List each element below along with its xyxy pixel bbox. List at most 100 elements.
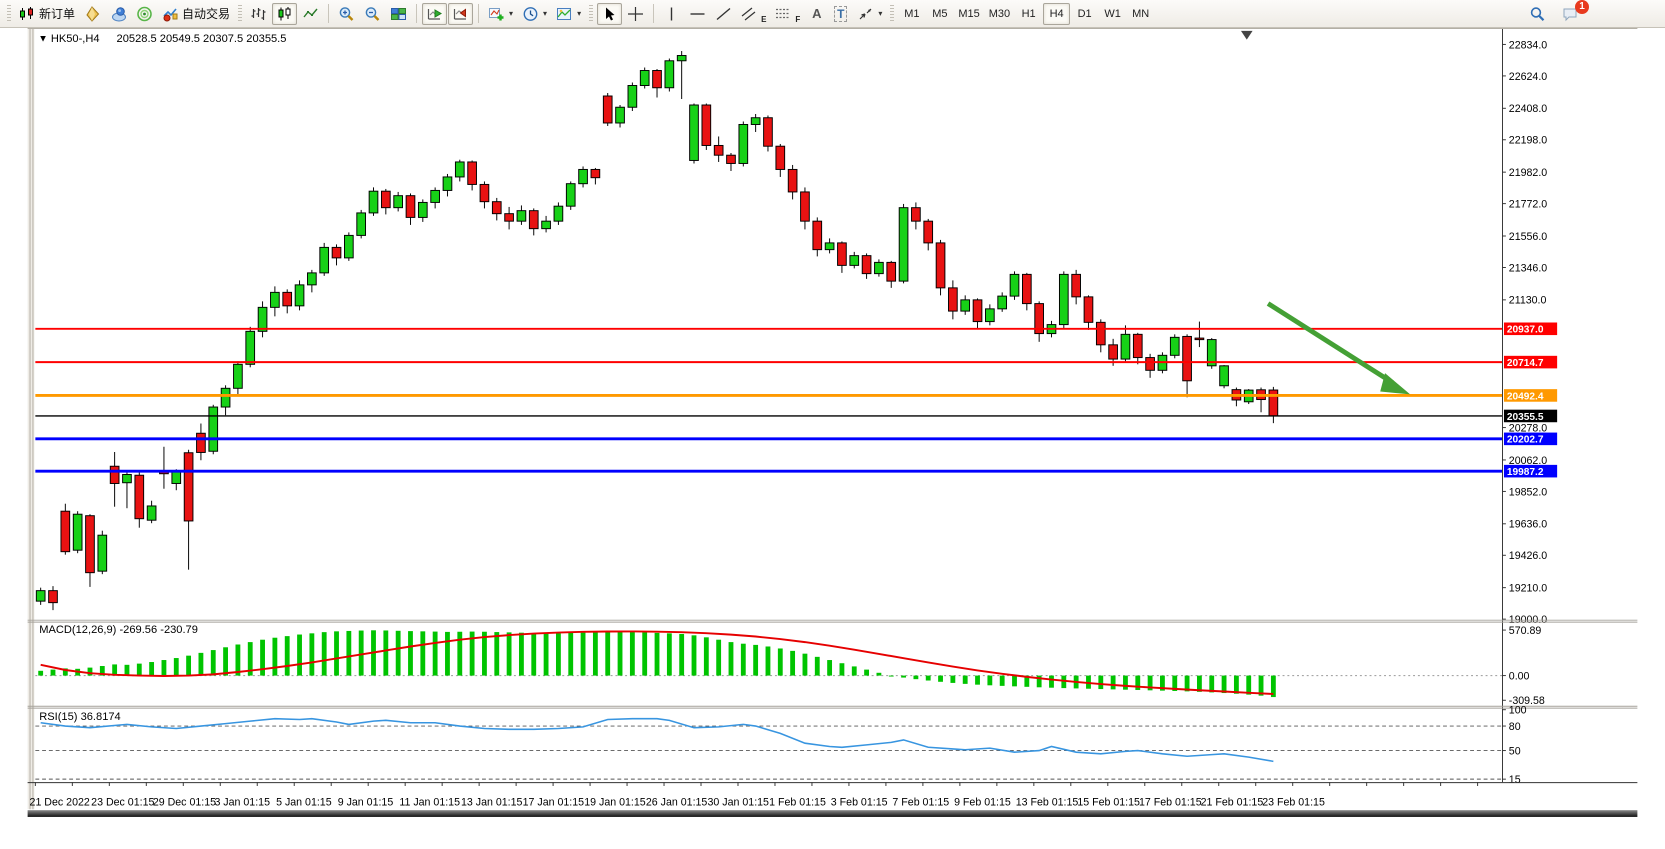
chart-canvas[interactable]: ▼ HK50-,H4 20528.5 20549.5 20307.5 20355.5… [0,28,1665,844]
bull-candle[interactable] [1219,365,1229,387]
bear-candle[interactable] [726,154,736,164]
text-label-tool-button[interactable]: T [829,3,852,25]
bull-candle[interactable] [307,272,317,286]
zoom-out-button[interactable] [360,3,385,25]
bull-candle[interactable] [689,104,699,161]
bull-candle[interactable] [270,291,280,308]
bull-candle[interactable] [750,117,761,125]
auto-scroll-button[interactable] [422,2,448,25]
bull-candle[interactable] [356,212,367,236]
bull-candle[interactable] [1058,273,1069,326]
bear-candle[interactable] [1095,321,1106,346]
community-button[interactable] [106,3,131,25]
bull-candle[interactable] [442,176,453,191]
periods-button[interactable]: ▾ [518,3,551,25]
bull-candle[interactable] [294,284,305,307]
toolbar-grip[interactable] [890,4,895,23]
bull-candle[interactable] [615,106,625,124]
bull-candle[interactable] [220,387,231,408]
bear-candle[interactable] [812,220,823,251]
market-button[interactable] [80,3,105,25]
chart-window[interactable]: ▼ HK50-,H4 20528.5 20549.5 20307.5 20355.5… [0,28,1665,844]
timeframe-H1[interactable]: H1 [1015,3,1042,25]
bear-candle[interactable] [183,452,194,522]
bear-candle[interactable] [837,242,847,266]
bear-candle[interactable] [775,145,786,170]
chart-shift-marker[interactable] [1240,30,1253,40]
bull-candle[interactable] [553,205,564,222]
bear-candle[interactable] [1071,273,1081,298]
bull-candle[interactable] [997,295,1008,310]
candlestick-series[interactable] [35,51,1279,611]
bull-candle[interactable] [849,255,860,266]
timeframe-H4[interactable]: H4 [1043,2,1071,25]
bear-candle[interactable] [491,201,502,215]
horizontal-line-tool-button[interactable] [685,3,710,25]
arrows-caret-icon[interactable]: ▾ [878,9,883,18]
bull-candle[interactable] [516,210,527,222]
bull-candle[interactable] [72,513,83,551]
bull-candle[interactable] [627,85,638,108]
toolbar-grip[interactable] [7,4,11,23]
bull-candle[interactable] [985,308,995,323]
line-chart-button[interactable] [298,3,323,25]
bear-candle[interactable] [134,474,145,520]
bear-candle[interactable] [911,207,921,222]
bear-candle[interactable] [60,510,71,553]
search-button[interactable] [1525,3,1550,25]
bull-candle[interactable] [639,70,650,86]
candlestick-chart-button[interactable] [272,2,298,25]
bear-candle[interactable] [1132,333,1143,359]
bull-candle[interactable] [368,190,379,214]
bear-candle[interactable] [48,590,58,604]
bull-candle[interactable] [1206,339,1217,367]
bull-candle[interactable] [344,234,354,259]
timeframe-M15[interactable]: M15 [954,3,983,25]
bull-candle[interactable] [565,183,576,207]
bull-candle[interactable] [319,246,330,274]
bear-candle[interactable] [1182,335,1192,382]
cursor-tool-button[interactable] [597,2,623,25]
bear-candle[interactable] [479,183,490,203]
vertical-line-tool-button[interactable] [659,3,684,25]
bull-candle[interactable] [541,220,551,230]
bear-candle[interactable] [948,287,958,312]
bear-candle[interactable] [504,213,514,222]
bear-candle[interactable] [331,246,342,259]
chart-background[interactable] [27,28,1638,817]
crosshair-tool-button[interactable] [623,3,648,25]
periods-caret-icon[interactable]: ▾ [543,9,548,18]
toolbar-grip[interactable] [589,4,594,23]
trend-arrow[interactable] [1266,301,1411,395]
signals-button[interactable] [132,3,157,25]
bull-candle[interactable] [676,55,687,62]
timeframe-D1[interactable]: D1 [1071,3,1098,25]
bear-candle[interactable] [1083,296,1094,323]
templates-caret-icon[interactable]: ▾ [577,9,582,18]
bear-candle[interactable] [1194,337,1205,341]
tile-windows-button[interactable] [386,3,411,25]
bear-candle[interactable] [405,195,416,218]
bull-candle[interactable] [393,195,403,209]
auto-trading-button[interactable]: 自动交易 [158,3,234,25]
zoom-in-button[interactable] [334,3,359,25]
bear-candle[interactable] [1268,389,1279,417]
channel-tool-button[interactable]: E [737,3,770,25]
bull-candle[interactable] [97,534,108,572]
price-axis[interactable]: 22834.0 22624.0 22408.0 22198.0 21982.0 21772… [1502,39,1547,626]
bull-candle[interactable] [171,471,182,484]
trendline-tool-button[interactable] [711,3,736,25]
bear-candle[interactable] [590,168,601,179]
bear-candle[interactable] [1145,357,1155,371]
bull-candle[interactable] [578,168,588,185]
bull-candle[interactable] [664,60,675,89]
bear-candle[interactable] [109,465,120,484]
bull-candle[interactable] [245,330,256,365]
timeframe-M5[interactable]: M5 [926,3,953,25]
bull-candle[interactable] [1009,273,1020,297]
bull-candle[interactable] [233,363,243,389]
bear-candle[interactable] [528,210,539,230]
bull-candle[interactable] [874,261,884,275]
bar-chart-button[interactable] [246,3,271,25]
